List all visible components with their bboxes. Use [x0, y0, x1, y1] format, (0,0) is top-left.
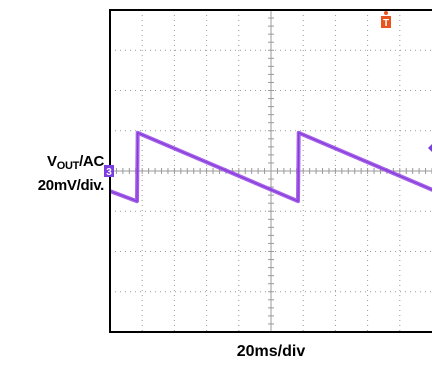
right-edge-marker — [428, 144, 432, 152]
series-line-vout-core — [110, 132, 432, 202]
trigger-marker-label: T — [383, 18, 389, 29]
channel-marker-label: 3 — [106, 167, 112, 178]
grid — [109, 9, 432, 333]
y-axis-label: VOUT/AC — [47, 153, 104, 172]
trace-layer — [110, 130, 432, 204]
x-axis-label: 20ms/div — [236, 343, 306, 360]
trigger-marker: T — [381, 11, 391, 29]
y-axis-scale-label: 20mV/div. — [37, 177, 105, 194]
channel-marker: 3 — [104, 165, 114, 178]
